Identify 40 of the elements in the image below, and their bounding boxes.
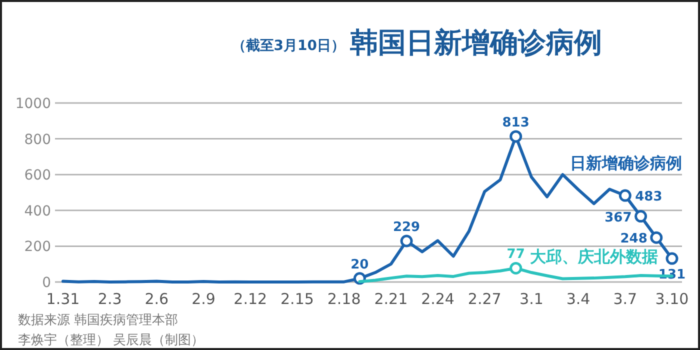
series-label: 大邱、庆北外数据 bbox=[530, 247, 658, 266]
x-tick-label: 3.1 bbox=[520, 290, 544, 308]
point bbox=[634, 210, 648, 223]
data-label: 77 bbox=[506, 247, 525, 262]
x-tick-label: 2.18 bbox=[327, 290, 361, 308]
x-tick-label: 2.21 bbox=[374, 290, 408, 308]
y-tick-label: 600 bbox=[24, 168, 51, 184]
y-tick-label: 800 bbox=[24, 132, 51, 148]
x-tick-label: 2.12 bbox=[234, 290, 268, 308]
point bbox=[510, 262, 522, 274]
y-tick-label: 0 bbox=[42, 275, 51, 291]
point bbox=[618, 189, 632, 202]
x-tick-label: 3.7 bbox=[613, 290, 638, 308]
x-tick-label: 1.31 bbox=[46, 290, 80, 308]
y-tick-label: 1000 bbox=[15, 96, 51, 112]
chart-title: 韩国日新增确诊病例 bbox=[349, 26, 602, 59]
data-label: 229 bbox=[392, 220, 420, 236]
x-tick-label: 3.4 bbox=[566, 290, 590, 308]
data-label: 248 bbox=[620, 232, 648, 247]
data-label: 20 bbox=[350, 257, 369, 272]
x-tick-label: 2.9 bbox=[192, 290, 216, 308]
x-tick-label: 2.15 bbox=[280, 290, 314, 308]
y-tick-label: 200 bbox=[24, 239, 51, 256]
point bbox=[650, 231, 663, 244]
text: 李焕宇（整理） 吴辰晨（制图） bbox=[18, 332, 204, 348]
x-tick-label: 2.6 bbox=[144, 290, 169, 308]
x-tick-label: 2.24 bbox=[421, 290, 454, 308]
x-tick-label: 3.10 bbox=[655, 290, 689, 308]
x-tick-label: 2.27 bbox=[468, 290, 502, 308]
series-label: 日新增确诊病例 bbox=[570, 154, 682, 173]
source-note: 数据来源 韩国疾病管理本部 bbox=[18, 313, 178, 328]
point bbox=[666, 252, 678, 265]
x-tick-label: 2.3 bbox=[98, 290, 122, 308]
y-tick-label: 400 bbox=[24, 203, 51, 220]
chart-subtitle: （截至3月10日） bbox=[232, 38, 345, 54]
point bbox=[510, 130, 522, 143]
data-label: 483 bbox=[635, 190, 662, 205]
data-label: 813 bbox=[502, 115, 530, 130]
point bbox=[400, 234, 413, 248]
data-label: 367 bbox=[604, 210, 632, 226]
